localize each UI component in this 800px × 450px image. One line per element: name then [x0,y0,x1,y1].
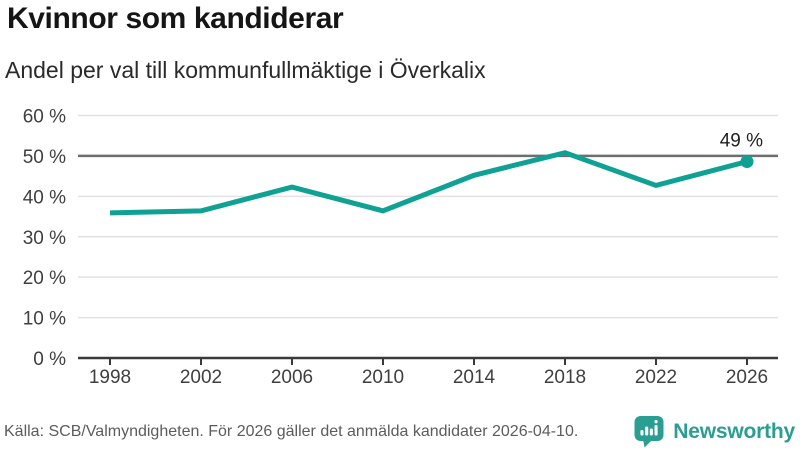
source-note: Källa: SCB/Valmyndigheten. För 2026 gäll… [4,423,579,440]
latest-value-label: 49 % [720,131,763,152]
x-tick-label: 2026 [726,367,768,388]
newsworthy-logo-icon [634,416,664,448]
y-tick-label: 20 % [23,268,66,289]
x-tick-label: 1998 [89,367,131,388]
x-tick-label: 2018 [544,367,586,388]
x-tick-label: 2014 [453,367,496,388]
chart-subtitle: Andel per val till kommunfullmäktige i Ö… [5,57,486,83]
y-tick-label: 40 % [23,187,66,208]
data-point-latest [740,155,754,169]
y-tick-label: 60 % [23,107,66,128]
y-tick-label: 50 % [23,147,66,168]
x-tick-label: 2006 [271,367,313,388]
y-tick-label: 10 % [23,309,66,330]
page-title: Kvinnor som kandiderar [7,2,344,35]
brand-name: Newsworthy [673,419,795,443]
x-tick-label: 2002 [180,367,222,388]
bar-chart-glyph [640,420,658,436]
y-tick-label: 30 % [23,228,66,249]
speech-bubble-shape [634,416,664,448]
data-line [109,150,748,216]
x-tick-label: 2022 [635,367,677,388]
x-tick-label: 2010 [362,367,404,388]
y-tick-label: 0 % [33,349,66,370]
brand-lockup: Newsworthy [633,413,795,450]
